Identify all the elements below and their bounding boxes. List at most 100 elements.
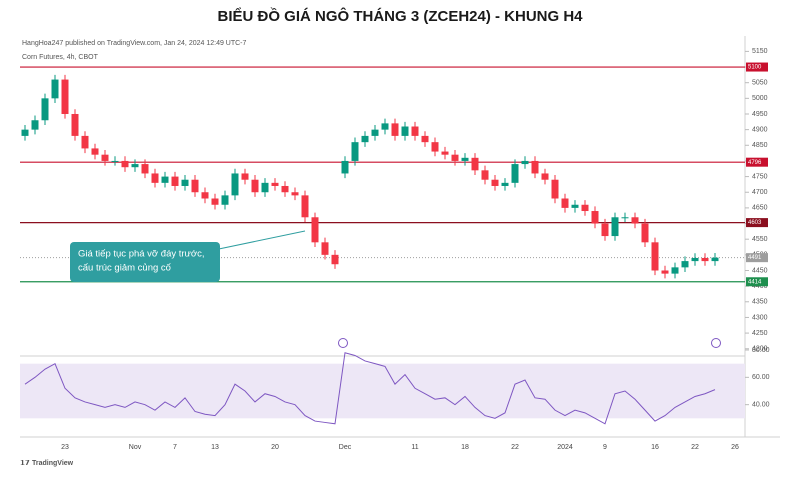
annotation-text: Giá tiếp tục phá vỡ đáy trước, <box>78 249 205 260</box>
candle-body <box>711 257 719 262</box>
candle-body <box>701 257 709 262</box>
annotation: Giá tiếp tục phá vỡ đáy trước, cấu trúc … <box>70 230 306 282</box>
rsi-tick-label: 40.00 <box>752 402 770 409</box>
candle-body <box>531 160 539 174</box>
candle-body <box>511 164 519 183</box>
rsi-tick-label: 60.00 <box>752 374 770 381</box>
candle-body <box>651 242 659 271</box>
candle-body <box>331 254 339 265</box>
level-label: 4414 <box>748 279 762 285</box>
publisher: HangHoa247 published on TradingView.com,… <box>22 40 247 47</box>
chart-title: BIỂU ĐỒ GIÁ NGÔ THÁNG 3 (ZCEH24) - KHUNG… <box>217 7 583 25</box>
candle-body <box>111 160 119 162</box>
candle-body <box>261 182 269 193</box>
y-tick-label: 4550 <box>752 236 768 243</box>
candle-body <box>51 79 59 99</box>
level-label-bg <box>746 157 768 167</box>
x-tick-label: 18 <box>461 444 469 451</box>
y-tick-label: 4650 <box>752 205 768 212</box>
candle-body <box>71 113 79 136</box>
candle-body <box>181 179 189 186</box>
x-tick-label: 20 <box>271 444 279 451</box>
candle-body <box>601 223 609 237</box>
footer-logo: TradingView <box>32 460 74 467</box>
candle-body <box>631 217 639 224</box>
candle-body <box>401 126 409 136</box>
candle-body <box>321 242 329 255</box>
candle-body <box>361 135 369 143</box>
candle-body <box>431 142 439 152</box>
annotation-text: cấu trúc giảm củng cố <box>78 263 172 274</box>
annotation-box <box>70 242 220 282</box>
candle-body <box>381 123 389 130</box>
y-tick-label: 5150 <box>752 48 768 55</box>
y-tick-label: 5000 <box>752 95 768 102</box>
y-tick-label: 4250 <box>752 330 768 337</box>
candle-body <box>391 123 399 136</box>
candle-body <box>621 217 629 219</box>
y-tick-label: 4450 <box>752 267 768 274</box>
candle-body <box>471 157 479 171</box>
level-label: 4603 <box>748 220 762 226</box>
candle-body <box>91 148 99 155</box>
candle-body <box>291 192 299 196</box>
candle-body <box>81 135 89 149</box>
candle-body <box>341 160 349 174</box>
candle-body <box>371 129 379 136</box>
y-tick-label: 4850 <box>752 142 768 149</box>
level-label-bg <box>746 277 768 287</box>
candle-body <box>541 173 549 180</box>
candle-body <box>231 173 239 196</box>
candle-body <box>691 257 699 262</box>
candle-body <box>661 270 669 274</box>
level-label: 5100 <box>748 65 762 71</box>
candle-body <box>221 195 229 205</box>
candle-body <box>131 164 139 168</box>
level-label-bg <box>746 218 768 228</box>
x-tick-label: 9 <box>603 444 607 451</box>
candle-body <box>671 267 679 274</box>
candle-body <box>501 182 509 186</box>
candle-body <box>351 142 359 161</box>
y-tick-label: 4300 <box>752 314 768 321</box>
candle-body <box>41 98 49 121</box>
x-tick-label: 16 <box>651 444 659 451</box>
candle-body <box>161 176 169 183</box>
candle-body <box>571 204 579 208</box>
candle-body <box>191 179 199 193</box>
candle-body <box>121 160 129 168</box>
rsi-band <box>20 363 745 419</box>
last-price-bg <box>746 253 768 263</box>
rsi-line <box>24 352 716 425</box>
candle-body <box>441 151 449 155</box>
candle-body <box>481 170 489 180</box>
candle-body <box>611 217 619 237</box>
symbol: Corn Futures, 4h, CBOT <box>22 54 99 61</box>
candle-body <box>251 179 259 193</box>
candle-body <box>641 223 649 243</box>
x-tick-label: 7 <box>173 444 177 451</box>
candle-body <box>211 198 219 205</box>
candle-body <box>591 211 599 224</box>
x-tick-label: 2024 <box>557 444 573 451</box>
y-tick-label: 4900 <box>752 126 768 133</box>
footer-icon: 𝟭𝟳 <box>20 460 30 467</box>
last-price-label: 4491 <box>748 255 762 261</box>
event-icon <box>711 338 721 348</box>
x-tick-label: 22 <box>511 444 519 451</box>
candle-body <box>521 160 529 165</box>
annotation-pointer <box>213 230 306 251</box>
candle-body <box>421 135 429 143</box>
x-tick-label: Nov <box>129 444 142 451</box>
y-tick-label: 5050 <box>752 80 768 87</box>
candle-body <box>241 173 249 180</box>
x-tick-label: 22 <box>691 444 699 451</box>
level-label-bg <box>746 62 768 72</box>
candle-body <box>271 182 279 186</box>
event-icon <box>338 338 348 348</box>
candle-body <box>411 126 419 136</box>
level-label: 4796 <box>748 160 762 166</box>
rsi-tick-label: 80.00 <box>752 347 770 354</box>
y-tick-label: 4400 <box>752 283 768 290</box>
candle-body <box>461 157 469 161</box>
